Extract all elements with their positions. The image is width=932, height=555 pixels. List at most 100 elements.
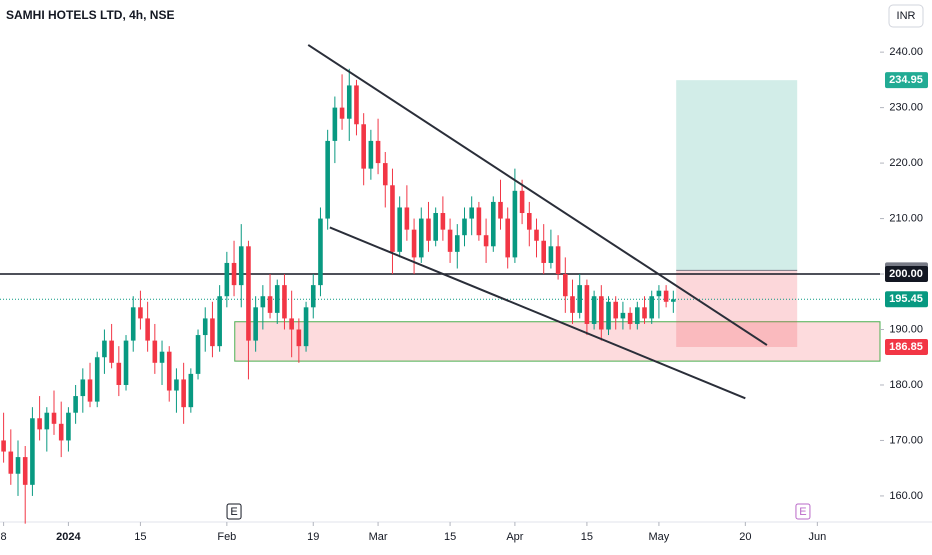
x-tick-label: 8 [1, 531, 7, 543]
x-tick-label: 15 [581, 531, 593, 543]
candle-body [541, 240, 546, 263]
candle-body [51, 412, 57, 424]
candle-body [375, 140, 381, 164]
chart-title: SAMHI HOTELS LTD, 4h, NSE [6, 8, 174, 22]
support-zone [234, 321, 881, 362]
candle-body [570, 296, 575, 313]
x-tick-label: 19 [307, 531, 319, 543]
candle-body [159, 351, 165, 363]
candle-body [166, 351, 172, 391]
x-tick-label: May [649, 531, 670, 543]
candle-body [483, 235, 489, 247]
candle-body [361, 124, 366, 169]
candle-body [202, 318, 208, 336]
candle-body [663, 290, 669, 302]
currency-button[interactable] [888, 4, 924, 28]
x-tick-label: 15 [444, 531, 456, 543]
candle-body [325, 140, 330, 219]
candle-body [30, 418, 35, 485]
candle-body [469, 207, 474, 219]
candle-body [87, 379, 93, 402]
candle-body [73, 396, 78, 413]
candle-body [188, 373, 194, 408]
candle-body [526, 213, 532, 230]
candle-body [606, 301, 611, 330]
candle-body [303, 307, 309, 347]
candle-body [238, 246, 244, 286]
x-tick-label: Apr [506, 531, 523, 543]
candle-body [224, 262, 230, 297]
y-tick-label: 220.00 [889, 157, 923, 169]
candle-body [22, 457, 28, 485]
candle-body [181, 379, 186, 408]
candle-body [649, 296, 655, 319]
candle-body [613, 301, 619, 319]
x-tick-label: 2024 [56, 531, 81, 543]
candle-body [195, 335, 201, 374]
candle-body [94, 357, 100, 402]
candle-body [138, 307, 143, 319]
trendline [307, 44, 768, 346]
level-label: 200.00 [889, 268, 923, 280]
candle-body [534, 229, 539, 241]
stop-tag [885, 338, 928, 355]
stop-label: 186.85 [889, 341, 923, 353]
candle-body [382, 163, 388, 186]
candle-body [267, 296, 273, 313]
candle-body [253, 307, 258, 341]
candle-body [512, 190, 518, 258]
candle-body [174, 379, 179, 391]
candle-body [217, 296, 222, 347]
candle-body [620, 312, 626, 319]
candle-body [411, 229, 417, 258]
candle-body [462, 218, 467, 236]
y-tick-label: 160.00 [889, 490, 923, 502]
candle-body [635, 307, 640, 324]
candle-body [390, 185, 395, 252]
candle-body [44, 412, 50, 430]
candle-body [296, 329, 302, 347]
last-price-label: 195.45 [889, 293, 923, 305]
candle-body [310, 285, 316, 308]
candle-body [642, 307, 647, 319]
y-tick-label: 210.00 [889, 212, 923, 224]
candle-body [15, 457, 21, 474]
x-tick-label: Feb [217, 531, 236, 543]
candle-body [318, 218, 323, 286]
candle-body [426, 218, 431, 241]
candle-body [274, 285, 280, 313]
earnings-marker-label: E [799, 506, 806, 518]
candle-body [145, 318, 150, 341]
candle-body [433, 213, 438, 241]
x-tick-label: 15 [134, 531, 146, 543]
candle-body [584, 285, 590, 324]
x-tick-label: 20 [739, 531, 751, 543]
y-tick-label: 240.00 [889, 46, 923, 58]
candle-body [563, 274, 568, 297]
target-box [676, 80, 798, 271]
candle-body [246, 246, 251, 341]
candle-body [231, 262, 237, 286]
y-tick-label: 190.00 [889, 323, 923, 335]
candle-body [599, 296, 604, 330]
target-tag [885, 72, 928, 89]
candle-body [102, 340, 107, 358]
candle-body [447, 229, 453, 252]
candle-body [1, 440, 6, 452]
candle-body [368, 140, 374, 169]
candle-body [260, 296, 266, 308]
candle-body [548, 246, 554, 263]
earnings-marker [795, 503, 811, 520]
candle-body [591, 296, 597, 324]
candle-body [354, 85, 359, 125]
currency-label[interactable]: INR [897, 10, 916, 22]
earnings-marker-label: E [230, 506, 237, 518]
candle-body [289, 318, 294, 330]
y-tick-label: 180.00 [889, 379, 923, 391]
candle-body [8, 451, 14, 474]
stop-box [676, 270, 798, 347]
candle-body [123, 340, 129, 385]
candle-body [476, 207, 482, 236]
